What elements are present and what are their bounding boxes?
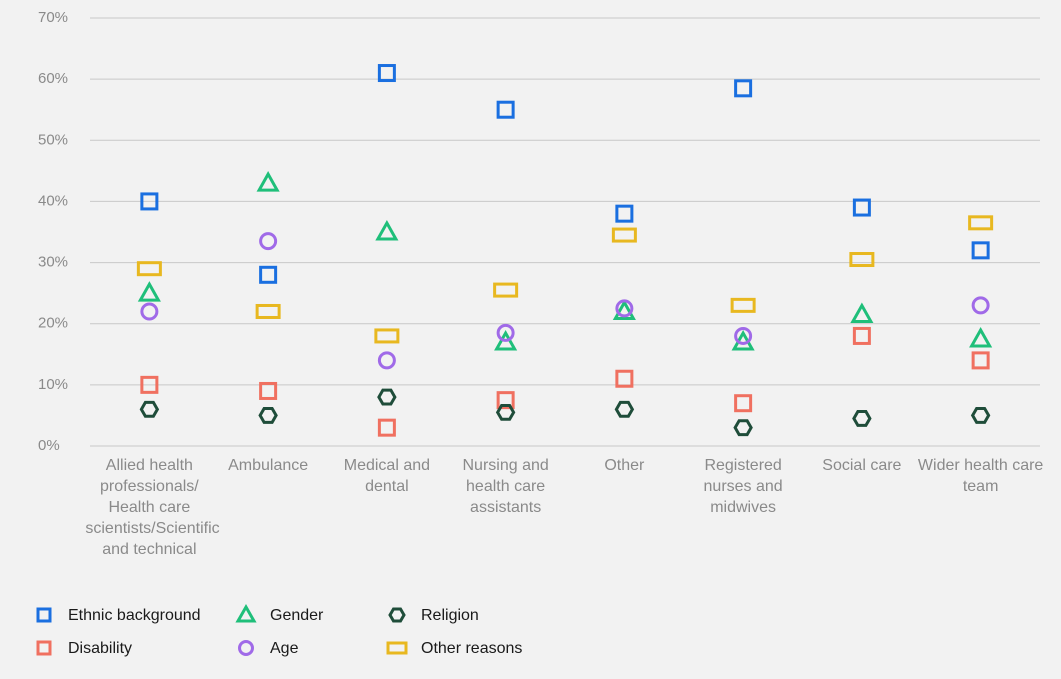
square-marker bbox=[140, 192, 159, 211]
rect-marker bbox=[849, 252, 875, 268]
triangle-marker bbox=[612, 299, 636, 320]
circle-marker bbox=[734, 326, 753, 345]
square-marker bbox=[615, 204, 634, 223]
legend-label: Disability bbox=[68, 640, 132, 657]
y-tick-label: 60% bbox=[38, 70, 68, 87]
legend-marker bbox=[36, 607, 52, 623]
legend-marker bbox=[238, 640, 254, 656]
x-tick-label: Social care bbox=[822, 457, 902, 474]
legend-label: Other reasons bbox=[421, 640, 522, 657]
triangle-marker bbox=[969, 326, 993, 348]
rect-marker bbox=[968, 215, 994, 231]
square-marker bbox=[734, 79, 753, 98]
circle-marker bbox=[377, 351, 396, 370]
square-marker bbox=[971, 241, 990, 260]
rect-marker bbox=[611, 227, 637, 243]
rect-marker bbox=[374, 328, 400, 344]
y-tick-label: 20% bbox=[38, 315, 68, 332]
square-marker bbox=[259, 381, 278, 400]
x-tick-label: Other bbox=[604, 457, 645, 474]
triangle-marker bbox=[137, 281, 161, 302]
y-tick-label: 30% bbox=[38, 254, 68, 271]
hexagon-marker bbox=[495, 403, 516, 421]
circle-marker bbox=[140, 302, 159, 321]
square-marker bbox=[259, 265, 278, 284]
square-marker bbox=[734, 394, 753, 413]
x-tick-label: Ambulance bbox=[228, 457, 309, 474]
square-marker bbox=[852, 198, 871, 217]
legend-marker bbox=[36, 640, 52, 656]
legend-label: Religion bbox=[421, 607, 479, 624]
hexagon-marker bbox=[852, 410, 872, 427]
rect-marker bbox=[136, 261, 162, 277]
x-tick-label: Nursing and health care assistants bbox=[462, 457, 549, 516]
rect-marker bbox=[493, 282, 519, 298]
hexagon-marker bbox=[139, 400, 160, 418]
triangle-marker bbox=[256, 171, 280, 192]
square-marker bbox=[852, 326, 871, 345]
x-tick-label: Medical and dental bbox=[343, 457, 431, 495]
square-marker bbox=[140, 375, 159, 394]
circle-marker bbox=[496, 323, 515, 342]
hexagon-marker bbox=[258, 407, 278, 424]
triangle-marker bbox=[375, 219, 399, 241]
rect-marker bbox=[255, 303, 281, 319]
y-tick-label: 10% bbox=[38, 376, 68, 393]
hexagon-marker bbox=[733, 419, 753, 437]
circle-marker bbox=[971, 296, 990, 315]
y-tick-label: 50% bbox=[38, 131, 68, 148]
legend-label: Ethnic background bbox=[68, 607, 201, 624]
x-tick-label: Wider health care team bbox=[917, 457, 1044, 495]
hexagon-marker bbox=[970, 407, 991, 424]
legend-marker bbox=[235, 603, 257, 623]
circle-marker bbox=[259, 232, 278, 251]
square-marker bbox=[496, 391, 515, 410]
rect-marker bbox=[730, 297, 756, 313]
hexagon-marker bbox=[377, 388, 397, 406]
triangle-marker bbox=[494, 329, 518, 351]
legend-label: Age bbox=[270, 640, 299, 657]
square-marker bbox=[971, 351, 990, 370]
y-tick-label: 40% bbox=[38, 192, 68, 209]
legend-marker bbox=[388, 607, 406, 623]
y-tick-label: 70% bbox=[38, 9, 68, 26]
square-marker bbox=[377, 64, 396, 83]
x-tick-label: Registered nurses and midwives bbox=[703, 457, 783, 516]
triangle-marker bbox=[850, 302, 874, 324]
x-tick-label: Allied health professionals/ Health care… bbox=[85, 457, 220, 558]
y-tick-label: 0% bbox=[38, 437, 60, 454]
legend-marker bbox=[386, 641, 408, 655]
hexagon-marker bbox=[614, 400, 635, 418]
square-marker bbox=[615, 369, 634, 388]
legend-label: Gender bbox=[270, 607, 324, 624]
square-marker bbox=[377, 418, 396, 437]
circle-marker bbox=[615, 299, 634, 318]
square-marker bbox=[496, 100, 515, 119]
